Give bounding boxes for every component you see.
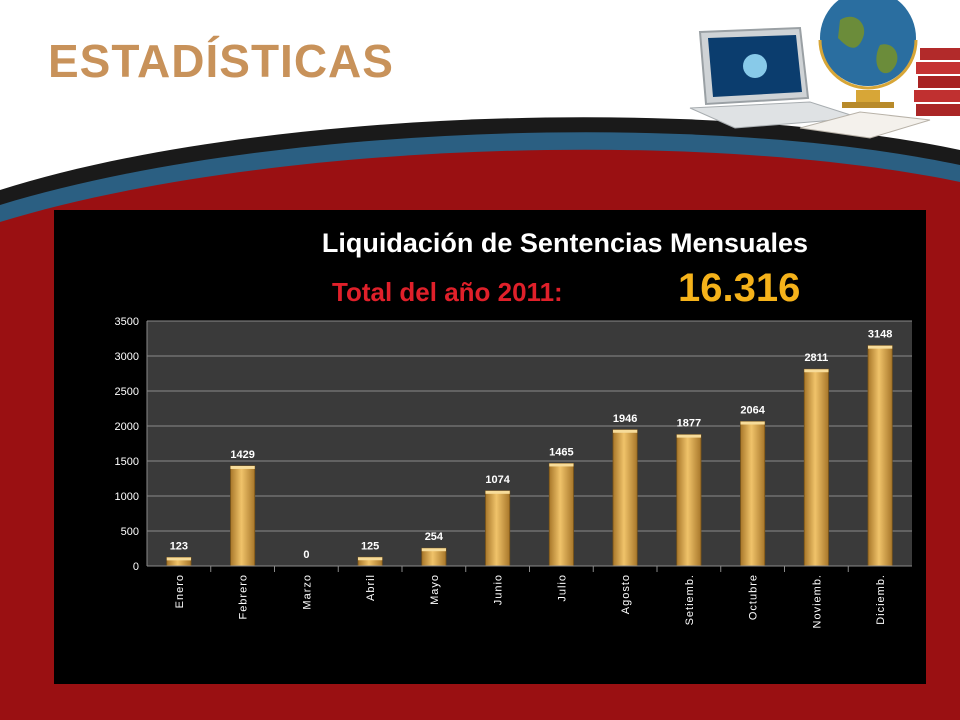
x-axis-ticks: Enero Febrero Marzo Abril Mayo Junio Julio Agos… — [147, 565, 912, 628]
data-label: 1465 — [549, 446, 573, 458]
bar-top — [358, 557, 383, 561]
data-label: 1877 — [677, 418, 701, 430]
data-label: 1429 — [230, 449, 254, 461]
data-label: 123 — [170, 540, 188, 552]
x-tick-label: Enero — [174, 574, 186, 608]
bar-top — [740, 421, 765, 425]
bar-top — [166, 557, 191, 561]
laptop-icon — [689, 26, 861, 129]
bar-top — [868, 345, 893, 349]
bar — [803, 368, 829, 567]
plot-area — [147, 321, 912, 566]
y-tick-label: 0 — [133, 561, 139, 573]
data-label: 3148 — [868, 329, 892, 341]
x-tick-label: Abril — [365, 574, 377, 601]
data-label: 125 — [361, 540, 379, 552]
x-tick-label: Febrero — [238, 574, 250, 620]
bar — [548, 463, 574, 567]
bars — [166, 345, 893, 567]
bar-top — [676, 434, 701, 438]
bar — [867, 345, 893, 567]
bar — [485, 490, 511, 567]
total-label: Total del año 2011: — [332, 277, 563, 307]
x-tick-label: Junio — [493, 574, 505, 605]
y-tick-label: 1500 — [115, 456, 139, 468]
bar-top — [421, 548, 446, 552]
globe-icon — [818, 0, 918, 108]
y-tick-label: 2000 — [115, 421, 139, 433]
bar — [740, 421, 766, 567]
data-label: 254 — [425, 531, 444, 543]
books-icon — [799, 48, 960, 139]
x-tick-label: Julio — [556, 574, 568, 602]
x-tick-label: Diciemb. — [875, 574, 887, 625]
y-tick-label: 1000 — [115, 491, 139, 503]
decorative-clipart — [689, 0, 960, 139]
x-tick-label: Marzo — [301, 574, 313, 610]
bar-top — [549, 463, 574, 467]
y-tick-label: 3500 — [115, 316, 139, 328]
data-label: 0 — [303, 549, 309, 561]
data-label: 2064 — [740, 405, 765, 417]
bar-top — [613, 429, 638, 433]
data-label: 1946 — [613, 413, 637, 425]
total-value: 16.316 — [678, 266, 801, 310]
x-tick-label: Octubre — [748, 574, 760, 620]
data-label: 1074 — [485, 474, 510, 486]
x-tick-label: Setiemb. — [684, 574, 696, 625]
bar-top — [230, 465, 255, 469]
y-tick-label: 500 — [121, 526, 139, 538]
bar — [676, 434, 702, 567]
chart-title: Liquidación de Sentencias Mensuales — [321, 228, 809, 258]
data-label: 2811 — [804, 352, 828, 364]
y-tick-label: 2500 — [115, 386, 139, 398]
x-tick-label: Mayo — [429, 574, 441, 605]
x-tick-label: Agosto — [620, 574, 632, 614]
y-tick-label: 3000 — [115, 351, 139, 363]
bar — [230, 465, 256, 567]
slide-title: ESTADÍSTICAS — [48, 35, 394, 87]
bar — [612, 429, 638, 567]
x-tick-label: Noviemb. — [811, 574, 823, 628]
bar-top — [485, 490, 510, 494]
bar-top — [804, 369, 829, 373]
y-axis-ticks: 0 500 1000 1500 2000 2500 3000 3500 — [115, 316, 139, 573]
data-labels: 123 1429 0 125 254 1074 1465 1946 1877 2064 2811 31… — [170, 329, 893, 561]
